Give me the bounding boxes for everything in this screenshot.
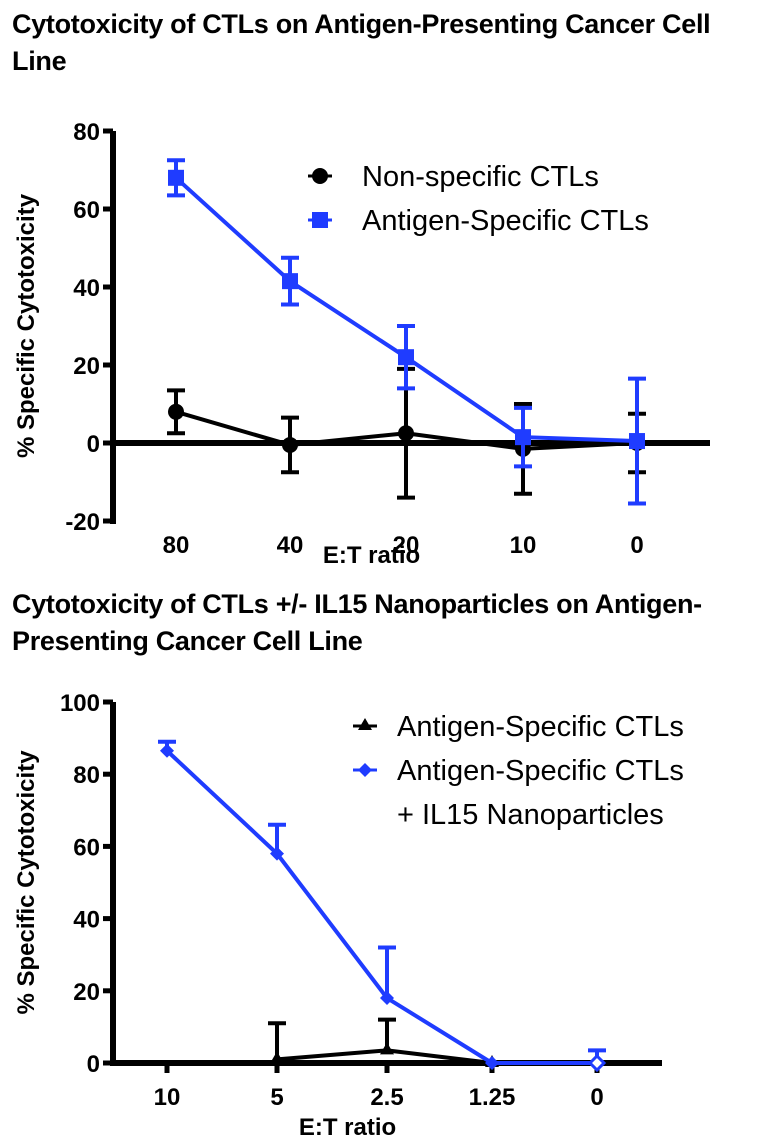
series-antigen-specific-ctls-il15-nanoparticles [158, 739, 607, 1073]
data-point [282, 273, 298, 290]
x-axis-title: E:T ratio [323, 542, 420, 569]
legend-label: Antigen-Specific CTLs [397, 755, 684, 787]
data-point [380, 1042, 394, 1055]
y-axis-title: % Specific Cytotoxicity [13, 193, 40, 458]
chart-2: 0 20 40 60 80 100 10 5 2.5 1.25 0 E:T ratio % Specif… [13, 690, 684, 1141]
series-line [165, 749, 597, 1065]
x-tick-label: 10 [510, 532, 537, 559]
y-tick-label: 60 [73, 834, 100, 861]
data-point [160, 743, 174, 758]
x-tick-label: 5 [270, 1084, 283, 1111]
x-tick-label: 2.5 [370, 1084, 403, 1111]
data-point [629, 433, 645, 450]
chart-1-title: Cytotoxicity of CTLs on Antigen-Presenti… [12, 9, 711, 76]
data-point [380, 991, 394, 1006]
y-tick-label: 20 [73, 979, 100, 1006]
x-tick-label: 40 [277, 532, 304, 559]
data-point [168, 169, 184, 186]
series-antigen-specific-ctls [167, 158, 646, 506]
x-tick-label: 0 [590, 1084, 603, 1111]
chart-1: -20 0 20 40 60 80 80 40 20 10 0 E:T ratio % Specific… [13, 119, 710, 569]
legend-marker [312, 168, 328, 184]
y-tick-label: 20 [73, 353, 100, 380]
legend-label: Antigen-Specific CTLs [362, 205, 649, 237]
y-tick-label: 80 [73, 762, 100, 789]
y-tick-label: 40 [73, 275, 100, 302]
legend-marker [358, 763, 372, 777]
y-tick-label: 40 [73, 907, 100, 934]
series-antigen-specific-ctls [268, 1017, 499, 1067]
x-tick-label: 0 [630, 532, 643, 559]
legend-marker [358, 718, 372, 730]
legend-label: Non-specific CTLs [362, 161, 599, 193]
x-tick-label: 80 [163, 532, 190, 559]
data-point [515, 429, 531, 446]
data-point [587, 1053, 607, 1073]
y-tick-label: 0 [87, 1051, 100, 1078]
data-point [270, 846, 284, 861]
y-tick-label: -20 [65, 509, 100, 536]
data-point [270, 1051, 284, 1064]
legend-label: + IL15 Nanoparticles [397, 799, 664, 831]
data-point [282, 436, 298, 453]
data-point [485, 1056, 499, 1070]
y-axis-title: % Specific Cytotoxicity [13, 750, 40, 1015]
y-tick-label: 100 [60, 690, 100, 717]
data-point [398, 349, 414, 366]
y-tick-label: 80 [73, 119, 100, 146]
y-tick-label: 0 [87, 431, 100, 458]
y-tick-label: 60 [73, 197, 100, 224]
data-point [398, 425, 414, 442]
x-tick-label: 1.25 [469, 1084, 516, 1111]
x-axis-title: E:T ratio [299, 1114, 396, 1141]
legend-marker [312, 212, 328, 228]
x-tick-label: 10 [154, 1084, 181, 1111]
legend-label: Antigen-Specific CTLs [397, 711, 684, 743]
data-point [168, 403, 184, 420]
x-tick-label: 20 [393, 532, 420, 559]
chart-2-title: Cytotoxicity of CTLs +/- IL15 Nanopartic… [12, 589, 702, 656]
